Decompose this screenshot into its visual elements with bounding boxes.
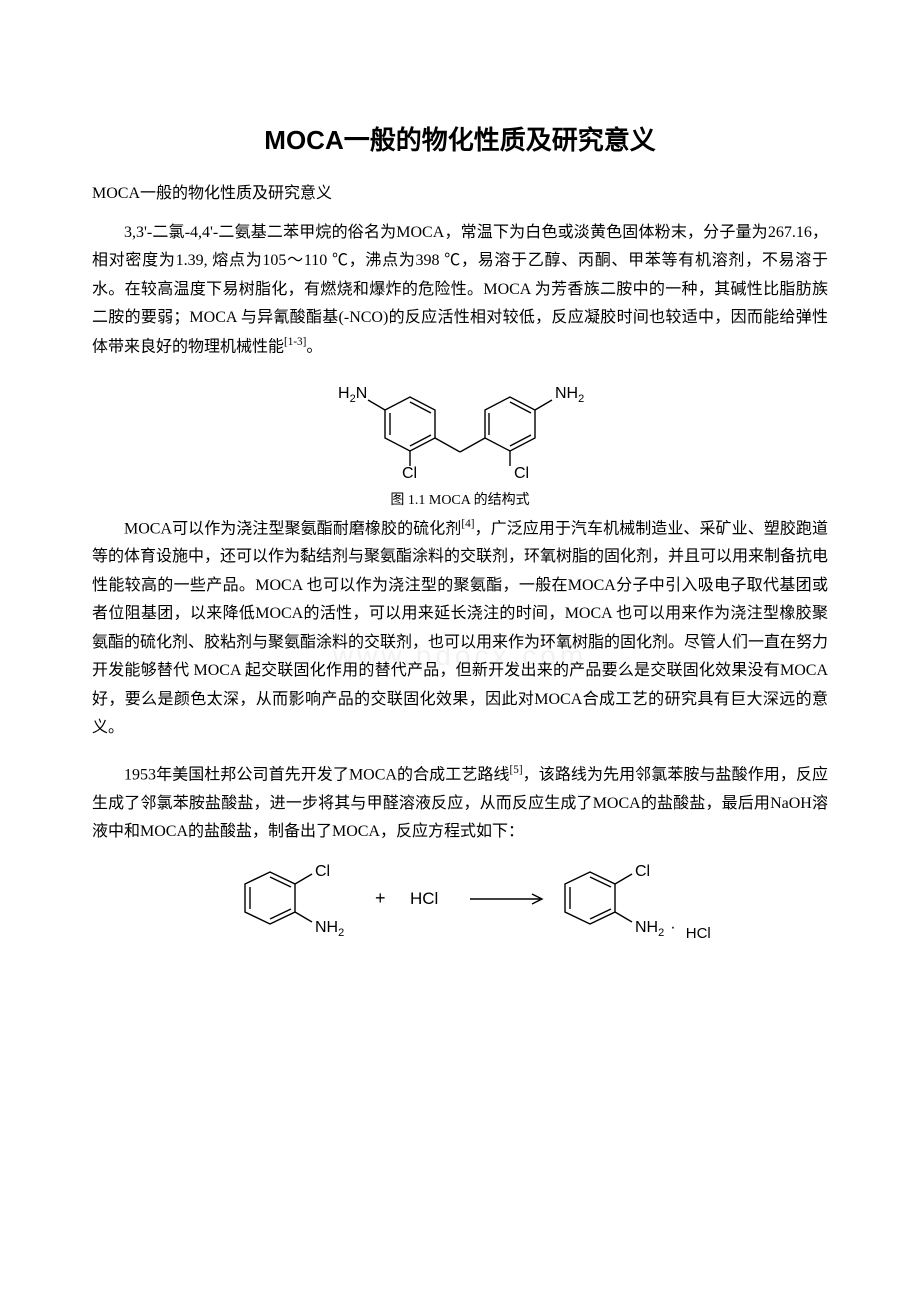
label-h2n: H2N bbox=[338, 385, 367, 405]
label-cl-2: Cl bbox=[635, 863, 650, 880]
figure-2: Cl NH2 + HCl Cl NH2· HCl bbox=[92, 854, 828, 959]
label-cl-1: Cl bbox=[315, 863, 330, 880]
hcl-reagent: HCl bbox=[410, 889, 438, 908]
page-title: MOCA一般的物化性质及研究意义 bbox=[92, 120, 828, 157]
label-cl-left: Cl bbox=[402, 465, 417, 480]
para2-text: MOCA可以作为浇注型聚氨酯耐磨橡胶的硫化剂 bbox=[124, 520, 461, 537]
para2-tail: ，广泛应用于汽车机械制造业、采矿业、塑胶跑道等的体育设施中，还可以作为黏结剂与聚… bbox=[92, 520, 828, 736]
label-nh2-2: NH2· HCl bbox=[635, 919, 711, 942]
moca-structure-svg: H2N NH2 Cl Cl bbox=[290, 370, 630, 480]
para1-tail: 。 bbox=[306, 338, 322, 355]
paragraph-1: 3,3'-二氯-4,4'-二氨基二苯甲烷的俗名为MOCA，常温下为白色或淡黄色固… bbox=[92, 219, 828, 362]
ref-4: [4] bbox=[461, 518, 474, 530]
paragraph-3: 1953年美国杜邦公司首先开发了MOCA的合成工艺路线[5]，该路线为先用邻氯苯… bbox=[92, 761, 828, 847]
plus-sign: + bbox=[375, 888, 386, 908]
ref-1-3: [1-3] bbox=[284, 336, 306, 348]
para1-text: 3,3'-二氯-4,4'-二氨基二苯甲烷的俗名为MOCA，常温下为白色或淡黄色固… bbox=[92, 224, 828, 355]
label-nh2-1: NH2 bbox=[315, 919, 344, 939]
para3-text: 1953年美国杜邦公司首先开发了MOCA的合成工艺路线 bbox=[124, 766, 510, 783]
figure-1-caption: 图 1.1 MOCA 的结构式 bbox=[92, 489, 828, 509]
figure-1: H2N NH2 Cl Cl bbox=[92, 370, 828, 485]
label-cl-right: Cl bbox=[514, 465, 529, 480]
paragraph-2: MOCA可以作为浇注型聚氨酯耐磨橡胶的硫化剂[4]，广泛应用于汽车机械制造业、采… bbox=[92, 515, 828, 743]
ref-5: [5] bbox=[510, 764, 523, 776]
label-nh2: NH2 bbox=[555, 385, 584, 405]
subtitle: MOCA一般的物化性质及研究意义 bbox=[92, 179, 828, 203]
reaction-scheme-svg: Cl NH2 + HCl Cl NH2· HCl bbox=[190, 854, 730, 954]
